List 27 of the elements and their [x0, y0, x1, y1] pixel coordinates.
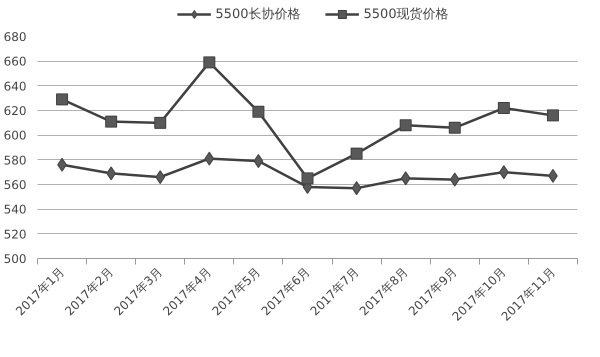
- point: [252, 106, 264, 118]
- point: [105, 116, 118, 128]
- y-tick-label: 660: [4, 54, 26, 69]
- point: [154, 116, 166, 129]
- y-tick-label: 500: [4, 252, 26, 266]
- legend-label: 5500现货价格: [364, 6, 449, 23]
- point: [400, 171, 411, 186]
- point: [350, 148, 363, 160]
- y-tick-label: 520: [4, 227, 26, 242]
- point: [302, 172, 314, 184]
- legend-label: 5500长协价格: [215, 6, 300, 23]
- point: [546, 109, 559, 122]
- y-tick-label: 580: [4, 153, 26, 168]
- point: [155, 170, 166, 184]
- y-tick-label: 640: [4, 79, 26, 94]
- point: [400, 119, 412, 132]
- y-tick-label: 560: [4, 178, 26, 192]
- y-tick-label: 540: [4, 202, 26, 217]
- y-tick-label: 680: [4, 30, 26, 44]
- y-tick-label: 620: [4, 104, 26, 118]
- point: [203, 56, 216, 68]
- point: [450, 172, 460, 187]
- point: [448, 122, 461, 134]
- point: [204, 152, 214, 166]
- point: [56, 93, 68, 106]
- y-tick-label: 600: [4, 128, 26, 143]
- point: [498, 102, 510, 114]
